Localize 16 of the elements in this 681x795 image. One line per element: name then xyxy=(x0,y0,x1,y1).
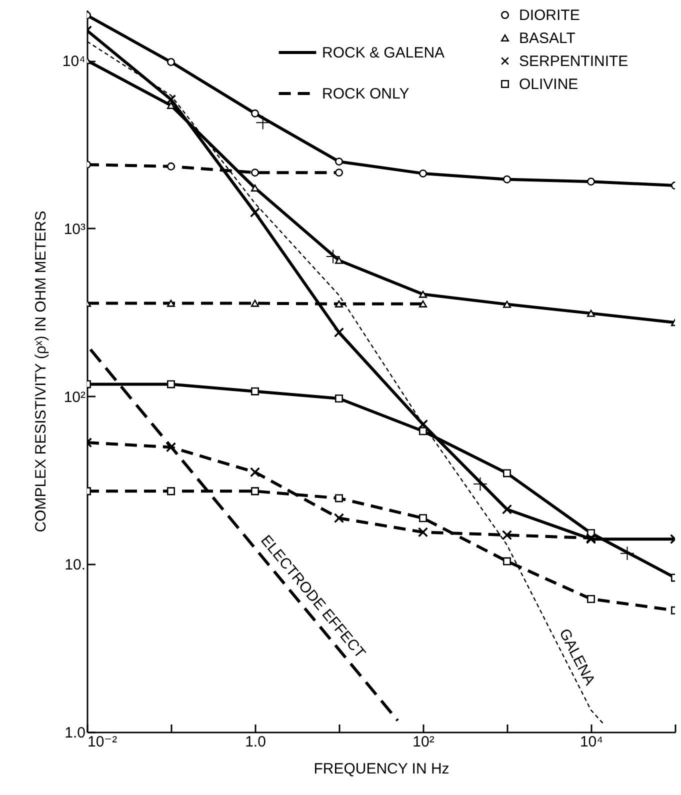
legend-label: OLIVINE xyxy=(519,76,578,93)
x-axis-title: FREQUENCY IN Hz xyxy=(314,760,450,778)
y-tick-label: 10⁴ xyxy=(62,53,86,70)
x-tick-label: 1.0 xyxy=(245,734,266,750)
x-tick-label: 10⁴ xyxy=(580,734,604,750)
x-tick-label: 10² xyxy=(412,734,434,750)
y-tick-label: 10² xyxy=(64,388,86,406)
x-tick-label: 10⁻² xyxy=(88,734,118,750)
annotation: ROCK ONLY xyxy=(322,86,410,102)
y-tick-label: 10. xyxy=(64,556,86,574)
legend-label: SERPENTINITE xyxy=(519,53,628,70)
annotation: ROCK & GALENA xyxy=(322,44,445,62)
y-tick-label: 10³ xyxy=(64,220,86,238)
legend-label: DIORITE xyxy=(519,7,580,24)
y-axis-title: COMPLEX RESISTIVITY (ρˣ) IN OHM METERS xyxy=(32,210,50,532)
legend-label: BASALT xyxy=(519,30,576,47)
